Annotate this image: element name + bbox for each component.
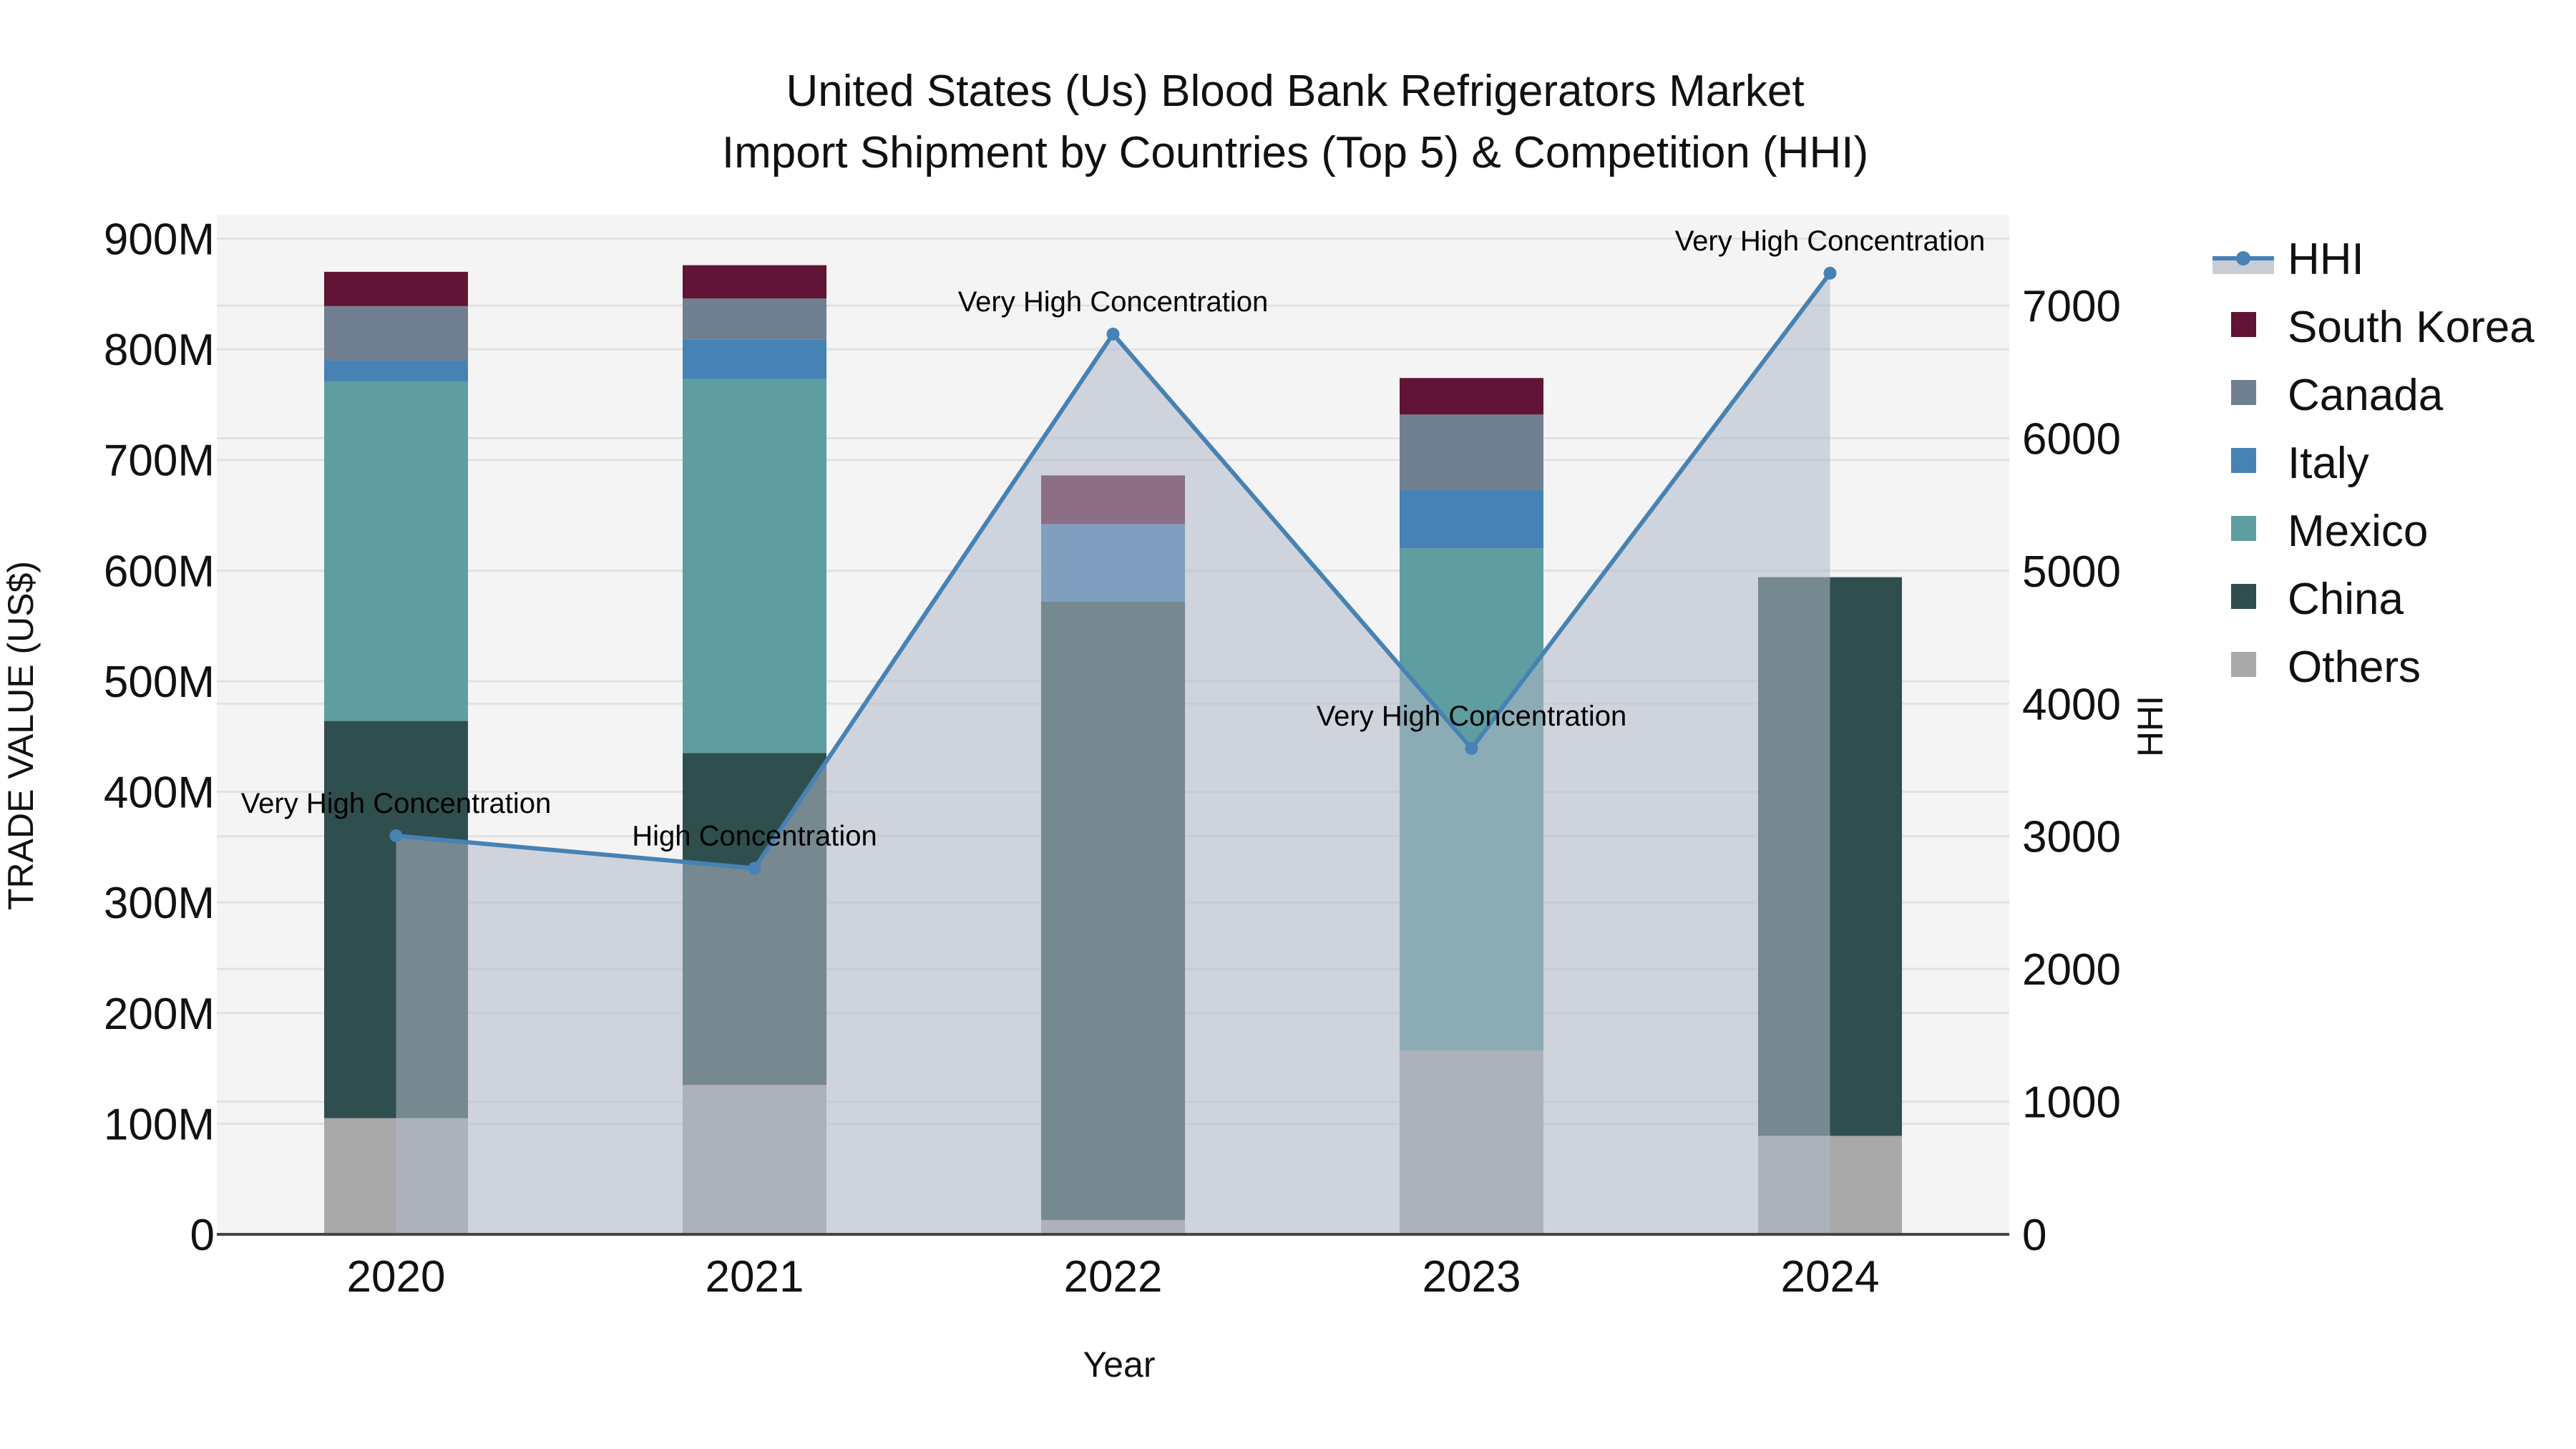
y-right-tick: 6000 xyxy=(2022,414,2121,464)
legend-color-swatch xyxy=(2231,652,2256,677)
y-left-axis-title: TRADE VALUE (US$) xyxy=(1,561,41,910)
legend-item-canada[interactable]: Canada xyxy=(2231,371,2444,420)
hhi-marker-2021[interactable] xyxy=(748,862,761,875)
y-left-tick: 200M xyxy=(104,990,215,1039)
legend-item-others[interactable]: Others xyxy=(2231,643,2421,692)
bar-segment-canada[interactable] xyxy=(1400,414,1543,490)
legend-item-italy[interactable]: Italy xyxy=(2231,439,2369,488)
annotation-2022: Very High Concentration xyxy=(958,286,1269,318)
legend-label: Mexico xyxy=(2288,507,2428,556)
y-left-tick: 600M xyxy=(104,547,215,596)
y-left-tick: 0 xyxy=(190,1211,215,1260)
legend-color-swatch xyxy=(2231,448,2256,473)
y-left-tick: 800M xyxy=(104,326,215,375)
legend-marker-icon xyxy=(2236,251,2250,265)
y-right-tick-labels: 0 1000 2000 3000 4000 5000 6000 7000 xyxy=(2022,282,2121,1260)
hhi-annotations: Very High Concentration High Concentratio… xyxy=(241,225,1986,852)
annotation-2023: Very High Concentration xyxy=(1317,701,1627,732)
bar-segment-italy[interactable] xyxy=(1400,489,1543,549)
bar-segment-italy[interactable] xyxy=(683,339,826,379)
x-tick: 2024 xyxy=(1781,1252,1880,1302)
legend-color-swatch xyxy=(2231,516,2256,541)
y-right-tick: 4000 xyxy=(2022,680,2121,729)
y-left-tick: 300M xyxy=(104,879,215,928)
x-tick: 2021 xyxy=(706,1252,804,1302)
x-tick: 2023 xyxy=(1423,1252,1521,1302)
legend-item-south-korea[interactable]: South Korea xyxy=(2231,303,2534,352)
hhi-marker-2020[interactable] xyxy=(389,829,403,842)
y-left-tick: 500M xyxy=(104,658,215,707)
x-tick: 2020 xyxy=(347,1252,446,1302)
y-left-tick: 400M xyxy=(104,769,215,818)
annotation-2020: Very High Concentration xyxy=(241,788,552,819)
chart-title-line-1: United States (Us) Blood Bank Refrigerat… xyxy=(786,67,1804,116)
bar-segment-south-korea[interactable] xyxy=(683,265,826,298)
chart-title-line-2: Import Shipment by Countries (Top 5) & C… xyxy=(722,128,1868,177)
legend-label: Italy xyxy=(2288,439,2369,488)
y-right-tick: 3000 xyxy=(2022,813,2121,862)
hhi-area-fill xyxy=(396,273,1830,1235)
legend: HHI South Korea Canada Italy Mexico China Othe… xyxy=(2212,235,2534,692)
bar-segment-south-korea[interactable] xyxy=(324,271,468,306)
bar-segment-canada[interactable] xyxy=(683,298,826,340)
y-right-tick: 1000 xyxy=(2022,1078,2121,1128)
legend-color-swatch xyxy=(2231,312,2256,337)
legend-color-swatch xyxy=(2231,584,2256,609)
y-right-axis-title: HHI xyxy=(2130,696,2170,757)
legend-label: Others xyxy=(2288,643,2421,692)
y-left-tick: 900M xyxy=(104,215,215,265)
annotation-2024: Very High Concentration xyxy=(1675,225,1986,257)
bar-segment-mexico[interactable] xyxy=(324,381,468,721)
bar-segment-mexico[interactable] xyxy=(683,379,826,753)
legend-color-swatch xyxy=(2231,380,2256,405)
hhi-marker-2022[interactable] xyxy=(1106,327,1120,341)
y-right-tick: 2000 xyxy=(2022,945,2121,995)
x-tick-labels: 2020 2021 2022 2023 2024 xyxy=(347,1252,1880,1302)
y-left-tick: 100M xyxy=(104,1100,215,1149)
bar-segment-italy[interactable] xyxy=(324,360,468,381)
legend-item-mexico[interactable]: Mexico xyxy=(2231,507,2428,556)
x-axis-title: Year xyxy=(1083,1345,1155,1385)
y-right-tick: 0 xyxy=(2022,1211,2046,1260)
y-left-tick-labels: 0 100M 200M 300M 400M 500M 600M 700M 800M 900M xyxy=(104,215,215,1261)
legend-label: Canada xyxy=(2288,371,2444,420)
bar-segment-canada[interactable] xyxy=(324,306,468,361)
legend-item-china[interactable]: China xyxy=(2231,575,2404,624)
legend-label: HHI xyxy=(2288,235,2364,284)
legend-item-hhi[interactable]: HHI xyxy=(2212,235,2364,284)
y-right-tick: 5000 xyxy=(2022,547,2121,597)
legend-label: South Korea xyxy=(2288,303,2534,352)
bar-segment-south-korea[interactable] xyxy=(1400,378,1543,415)
hhi-marker-2024[interactable] xyxy=(1823,266,1837,280)
y-left-tick: 700M xyxy=(104,436,215,486)
annotation-2021: High Concentration xyxy=(632,820,877,852)
x-tick: 2022 xyxy=(1064,1252,1163,1302)
hhi-marker-2023[interactable] xyxy=(1465,741,1478,755)
hhi-line-series xyxy=(389,266,1837,1235)
legend-label: China xyxy=(2288,575,2404,624)
y-right-tick: 7000 xyxy=(2022,282,2121,331)
